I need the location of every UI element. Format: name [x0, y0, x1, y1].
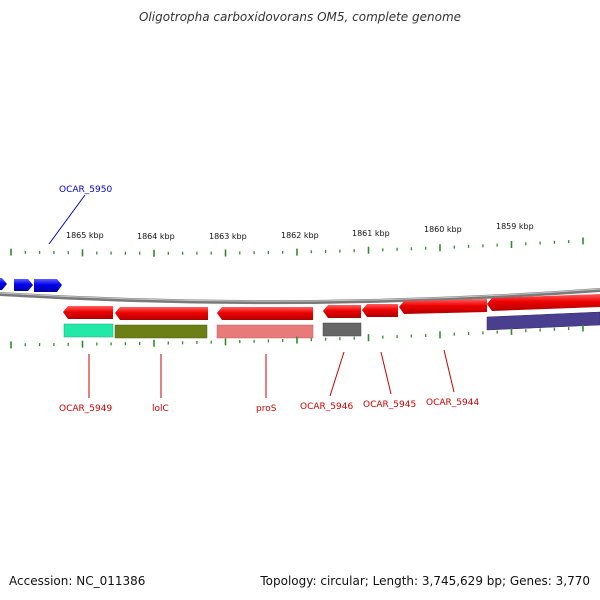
gene-label-pros[interactable]: proS [256, 404, 277, 414]
leader-line-ocar5950 [48, 194, 86, 245]
gene-label-ocar5945[interactable]: OCAR_5945 [363, 400, 416, 410]
cog-bar-pros [216, 324, 314, 339]
accession-text: Accession: NC_011386 [9, 574, 146, 588]
forward-gene-arrow[interactable] [14, 279, 33, 291]
genome-backbone [0, 288, 600, 305]
genome-summary-text: Topology: circular; Length: 3,745,629 bp… [260, 574, 590, 588]
scale-label-1864: 1864 kbp [137, 232, 175, 241]
reverse-gene-pros[interactable] [217, 307, 313, 320]
reverse-gene-ocar5944[interactable] [399, 299, 487, 314]
reverse-gene-ocar5949[interactable] [63, 306, 113, 319]
forward-gene-arrow[interactable] [34, 279, 62, 292]
genome-backbone-highlight [0, 288, 600, 302]
scale-ticks-top [10, 237, 584, 257]
leader-line-ocar5945 [380, 351, 392, 395]
scale-label-1859: 1859 kbp [496, 222, 534, 231]
gene-label-ocar5946[interactable]: OCAR_5946 [300, 402, 353, 412]
gene-label-ocar5950[interactable]: OCAR_5950 [59, 185, 112, 195]
reverse-gene-ocar5946[interactable] [323, 305, 361, 318]
reverse-gene-lolc[interactable] [115, 307, 208, 320]
reverse-gene-ocar5945[interactable] [362, 304, 398, 317]
leader-line-ocar5946 [329, 351, 345, 397]
scale-label-1860: 1860 kbp [424, 225, 462, 234]
scale-label-1862: 1862 kbp [281, 231, 319, 240]
cog-bar-right [486, 311, 600, 331]
cog-bar-lolc [114, 324, 208, 339]
gene-label-lolc[interactable]: lolC [152, 404, 169, 414]
leader-line-ocar5944 [443, 349, 455, 393]
gene-label-ocar5944[interactable]: OCAR_5944 [426, 398, 479, 408]
forward-gene-arrow[interactable] [0, 278, 7, 290]
gene-label-ocar5949[interactable]: OCAR_5949 [59, 404, 112, 414]
genome-title: Oligotropha carboxidovorans OM5, complet… [138, 10, 462, 24]
scale-label-1861: 1861 kbp [352, 229, 390, 238]
cog-bar-ocar5946 [322, 322, 362, 337]
scale-label-1865: 1865 kbp [66, 231, 104, 240]
scale-ticks-bottom [10, 324, 584, 349]
cog-bar-ocar5949 [63, 323, 114, 338]
scale-label-1863: 1863 kbp [209, 232, 247, 241]
reverse-gene-arrow[interactable] [487, 294, 600, 311]
